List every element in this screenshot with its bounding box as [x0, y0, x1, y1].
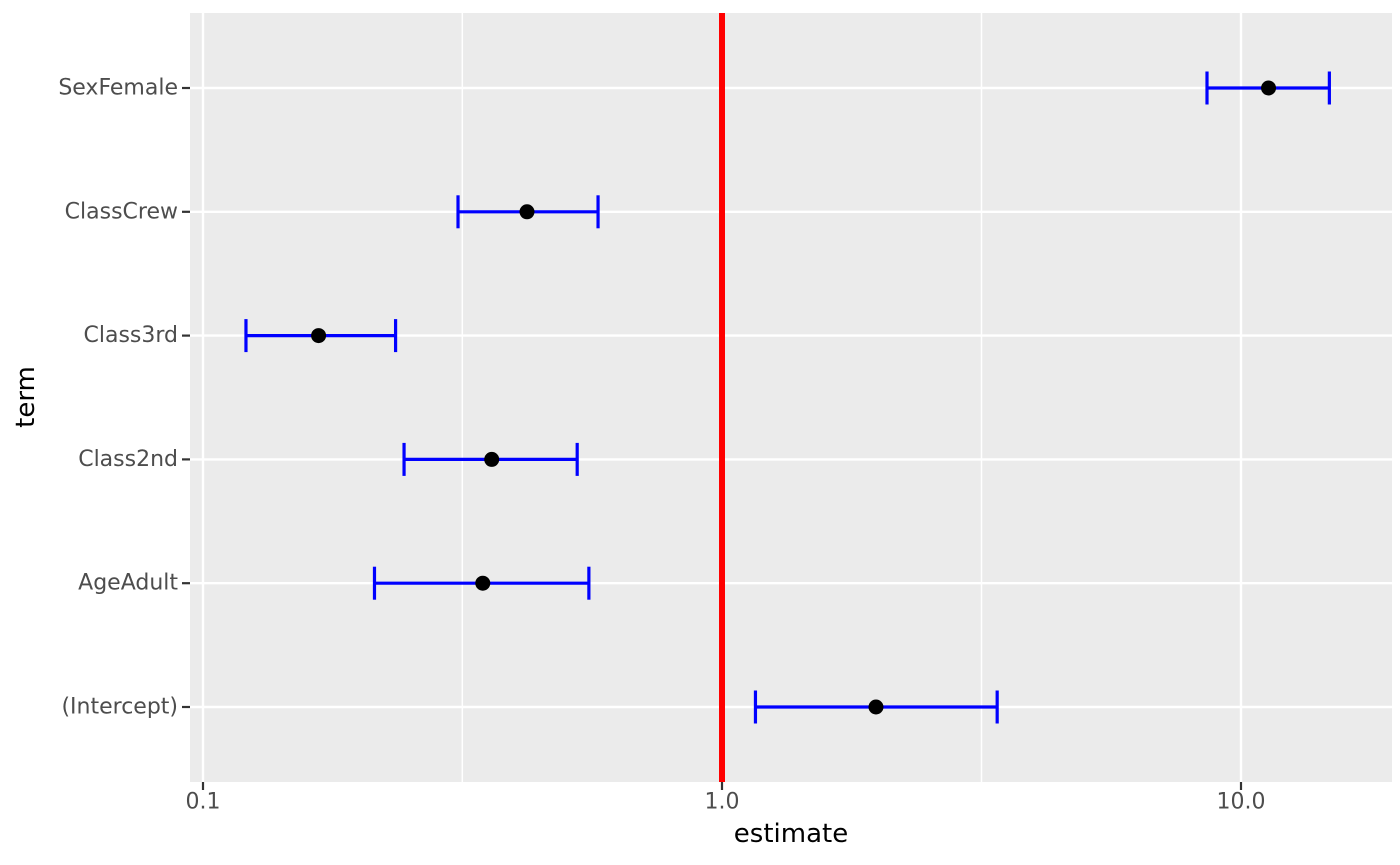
- y-axis-title: term: [11, 366, 41, 428]
- y-tick-label: (Intercept): [61, 695, 178, 720]
- estimate-point-SexFemale: [1261, 80, 1277, 96]
- y-tick-label: Class2nd: [78, 447, 178, 472]
- estimate-point-(Intercept): [868, 699, 884, 715]
- y-tick-label: Class3rd: [84, 323, 179, 348]
- y-tick-label: SexFemale: [58, 76, 178, 101]
- y-tick-label: AgeAdult: [78, 571, 178, 596]
- y-tick-label: ClassCrew: [65, 199, 178, 224]
- estimate-point-Class2nd: [484, 451, 500, 467]
- x-tick-label: 0.1: [186, 790, 221, 815]
- x-tick-label: 1.0: [705, 790, 740, 815]
- estimate-point-ClassCrew: [519, 204, 535, 220]
- plot-panel: [190, 13, 1392, 782]
- estimate-point-AgeAdult: [475, 575, 491, 591]
- x-axis-title: estimate: [734, 819, 848, 849]
- estimate-point-Class3rd: [311, 328, 327, 344]
- x-tick-label: 10.0: [1217, 790, 1266, 815]
